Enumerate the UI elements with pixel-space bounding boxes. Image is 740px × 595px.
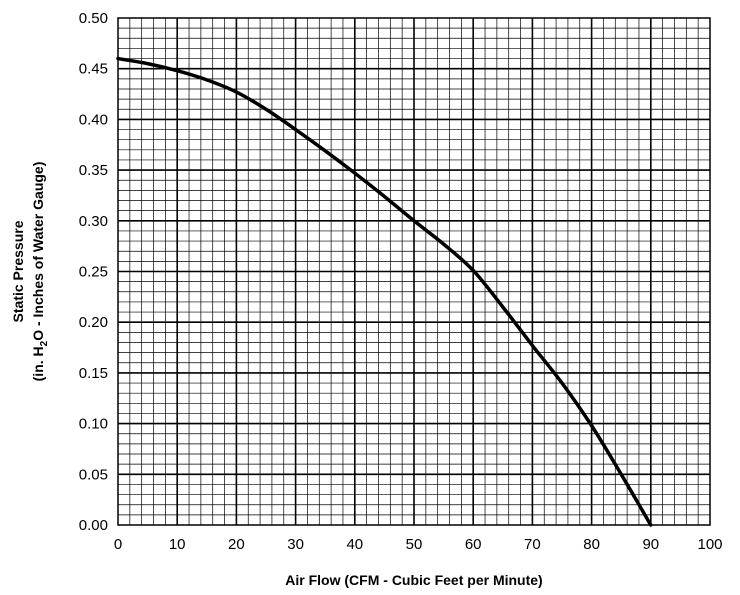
y-tick-label: 0.40 bbox=[79, 111, 108, 128]
y-axis-title-line1: Static Pressure bbox=[10, 220, 26, 322]
x-tick-label: 20 bbox=[228, 536, 245, 553]
y-tick-label: 0.15 bbox=[79, 365, 108, 382]
y-tick-label: 0.05 bbox=[79, 466, 108, 483]
y-axis-title-suffix: O - Inches of Water Gauge) bbox=[30, 162, 46, 341]
plot-frame bbox=[117, 17, 711, 526]
x-tick-label: 10 bbox=[169, 536, 186, 553]
x-tick-label: 50 bbox=[406, 536, 423, 553]
x-tick-labels: 0 10 20 30 40 50 60 70 80 90 100 bbox=[114, 536, 723, 553]
x-tick-label: 90 bbox=[642, 536, 659, 553]
y-axis-title-prefix: (in. H bbox=[30, 346, 46, 381]
major-grid bbox=[118, 18, 710, 525]
x-tick-label: 60 bbox=[465, 536, 482, 553]
y-tick-label: 0.25 bbox=[79, 264, 108, 281]
y-axis-title-line2: (in. H2O - Inches of Water Gauge) bbox=[30, 162, 50, 382]
y-tick-label: 0.45 bbox=[79, 61, 108, 78]
x-tick-label: 0 bbox=[114, 536, 122, 553]
x-tick-label: 80 bbox=[583, 536, 600, 553]
pressure-curve bbox=[116, 56, 653, 527]
x-tick-label: 30 bbox=[287, 536, 304, 553]
y-tick-label: 0.30 bbox=[79, 213, 108, 230]
y-tick-label: 0.00 bbox=[79, 517, 108, 534]
x-tick-label: 70 bbox=[524, 536, 541, 553]
x-tick-label: 40 bbox=[346, 536, 363, 553]
y-tick-label: 0.35 bbox=[79, 162, 108, 179]
x-axis-title: Air Flow (CFM - Cubic Feet per Minute) bbox=[285, 572, 542, 588]
y-tick-label: 0.20 bbox=[79, 314, 108, 331]
y-tick-labels: 0.00 0.05 0.10 0.15 0.20 0.25 0.30 0.35 0.40 0.45… bbox=[79, 10, 108, 534]
y-tick-label: 0.10 bbox=[79, 416, 108, 433]
y-axis-title-subscript: 2 bbox=[39, 340, 50, 346]
x-tick-label: 100 bbox=[697, 536, 722, 553]
y-tick-label: 0.50 bbox=[79, 10, 108, 27]
y-axis-title: Static Pressure (in. H2O - Inches of Wat… bbox=[10, 162, 50, 382]
